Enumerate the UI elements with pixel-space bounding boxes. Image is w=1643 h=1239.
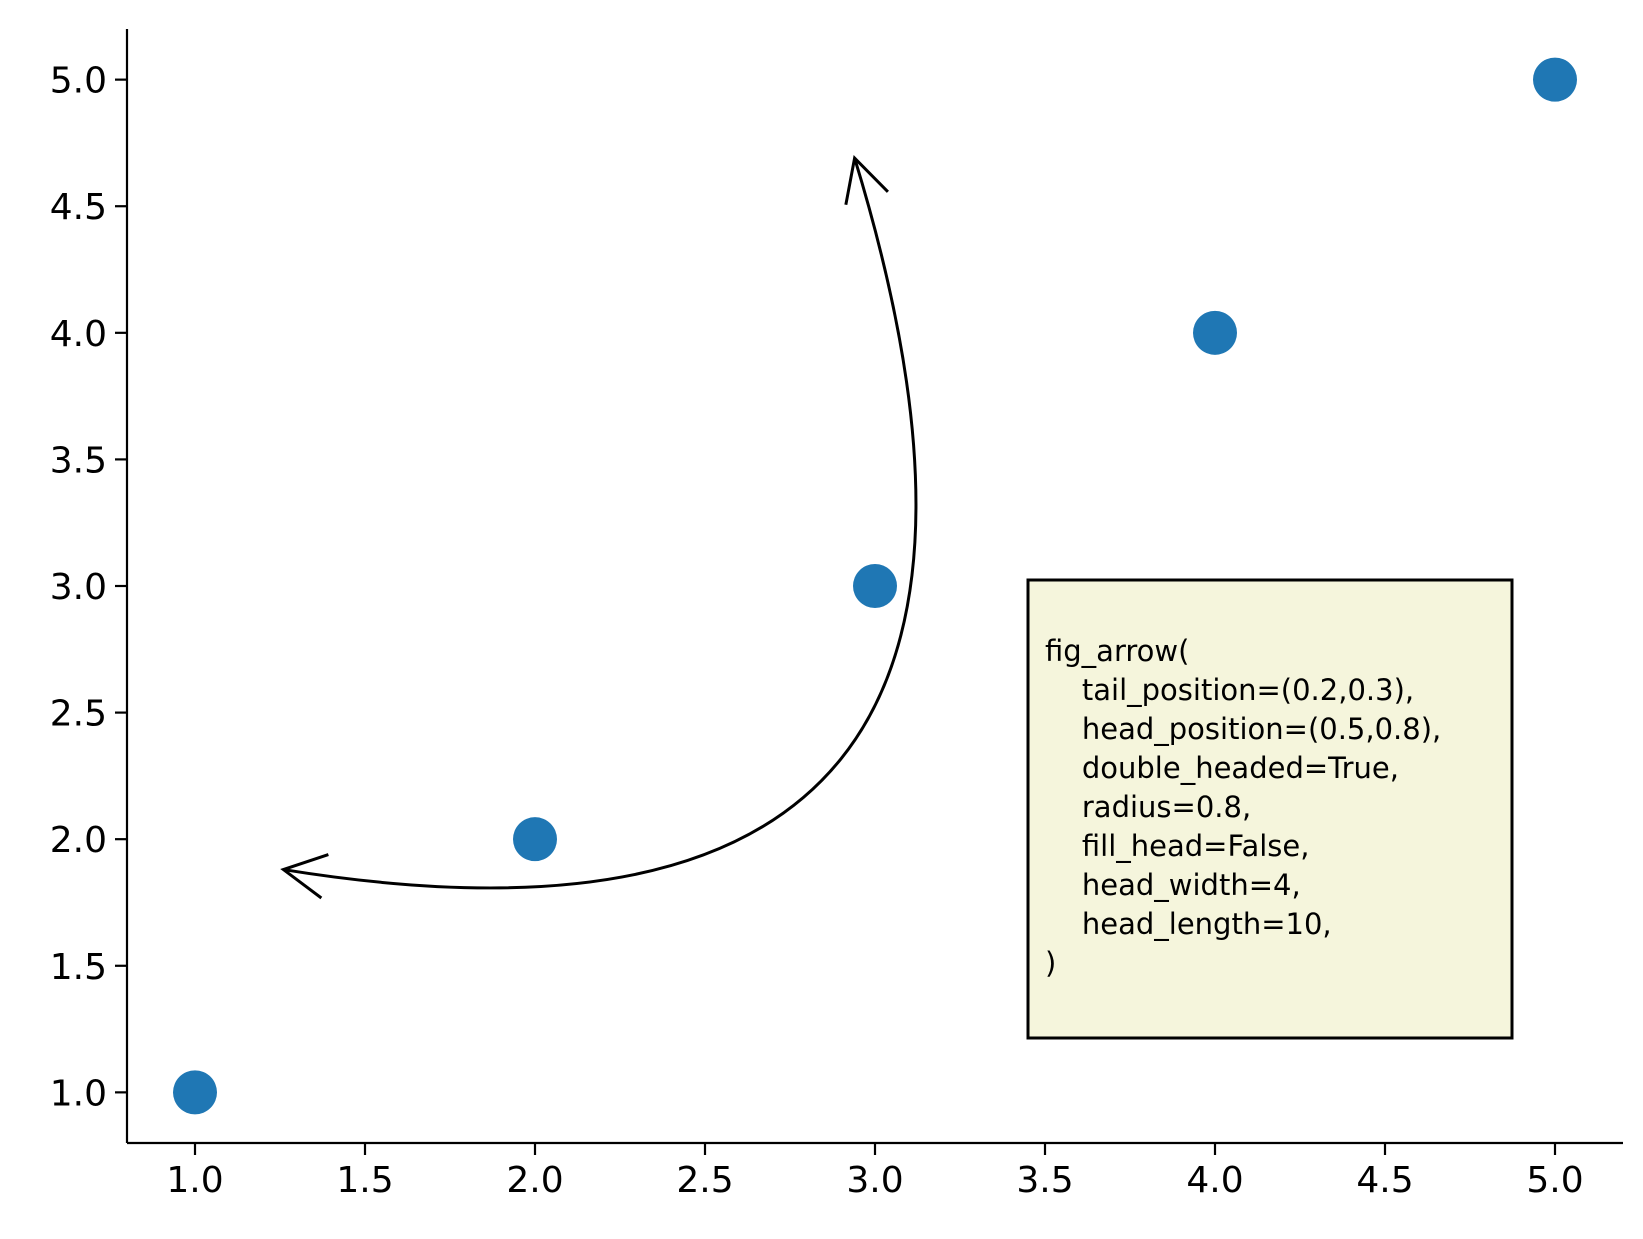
x-tick-label: 2.0 xyxy=(506,1160,563,1201)
arrow-head-left xyxy=(280,853,329,900)
x-tick-label: 4.0 xyxy=(1186,1160,1243,1201)
scatter-point xyxy=(1193,310,1237,355)
scatter-point xyxy=(1533,57,1577,102)
annotation-box: fig_arrow( tail_position=(0.2,0.3), head… xyxy=(1026,578,1514,1040)
y-tick-label: 2.5 xyxy=(50,694,107,735)
scatter-point xyxy=(513,817,557,862)
y-tick-label: 3.5 xyxy=(50,440,107,481)
y-tick-label: 1.0 xyxy=(50,1073,107,1114)
curved-arrow-shaft xyxy=(283,157,918,890)
annotation-code-line: fig_arrow( xyxy=(1045,634,1189,668)
x-tick-label: 5.0 xyxy=(1526,1160,1583,1201)
arrow-head-top xyxy=(844,155,889,205)
y-tick-label: 1.5 xyxy=(50,947,107,988)
points-layer xyxy=(173,57,1577,1115)
annotation-code-line: ) xyxy=(1045,946,1056,980)
x-tick-label: 3.0 xyxy=(846,1160,903,1201)
x-tick-label: 1.0 xyxy=(166,1160,223,1201)
scatter-point xyxy=(853,564,897,608)
annotation-code-line: tail_position=(0.2,0.3), xyxy=(1045,673,1414,707)
annotation-rect xyxy=(1026,578,1514,1040)
y-tick-label: 3.0 xyxy=(50,567,107,608)
axes-layer: 1.0 1.5 2.0 2.5 3.0 3.5 4.0 4.5 5.0 1.0 1.5 2.0 2.5 3… xyxy=(50,29,1623,1201)
annotation-code-line: double_headed=True, xyxy=(1045,751,1399,785)
y-tick-label: 2.0 xyxy=(50,820,107,861)
x-tick-label: 3.5 xyxy=(1016,1160,1073,1201)
y-tick-label: 4.0 xyxy=(50,314,107,355)
y-tick-label: 4.5 xyxy=(50,187,107,228)
x-tick-label: 4.5 xyxy=(1356,1160,1413,1201)
scatter-point xyxy=(173,1070,217,1115)
x-tick-label: 1.5 xyxy=(336,1160,393,1201)
annotation-code-line: head_position=(0.5,0.8), xyxy=(1045,712,1441,746)
annotation-code-line: head_length=10, xyxy=(1045,907,1332,941)
annotation-code-line: radius=0.8, xyxy=(1045,790,1251,824)
arrow-layer xyxy=(280,155,918,900)
annotation-code-line: head_width=4, xyxy=(1045,868,1301,902)
annotation-code-line: fill_head=False, xyxy=(1045,829,1309,863)
x-tick-label: 2.5 xyxy=(676,1160,733,1201)
y-tick-label: 5.0 xyxy=(50,61,107,102)
